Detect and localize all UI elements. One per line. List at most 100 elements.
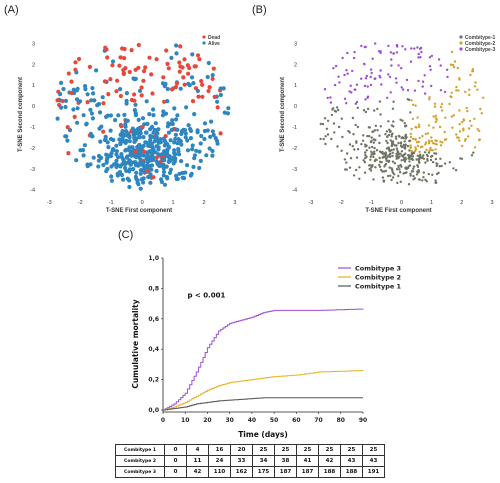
y-tick-label: 3 bbox=[32, 41, 35, 47]
point-alive bbox=[162, 143, 167, 148]
panel-c-label: (C) bbox=[118, 229, 133, 241]
point-alive bbox=[89, 134, 95, 139]
point-combitype-3 bbox=[345, 69, 348, 72]
point-alive bbox=[75, 120, 80, 125]
point-combitype-2 bbox=[416, 144, 420, 148]
risk-cell: 43 bbox=[362, 455, 385, 467]
point-alive bbox=[82, 143, 87, 148]
point-combitype-1 bbox=[364, 151, 367, 154]
point-combitype-1 bbox=[399, 180, 402, 183]
point-combitype-1 bbox=[427, 172, 430, 176]
point-combitype-2 bbox=[470, 124, 473, 128]
point-alive bbox=[116, 113, 121, 118]
point-alive bbox=[105, 113, 110, 118]
point-alive bbox=[119, 155, 124, 160]
y-tick-label: -3 bbox=[292, 167, 297, 173]
point-combitype-1 bbox=[379, 125, 382, 128]
point-alive bbox=[126, 147, 131, 152]
point-combitype-1 bbox=[372, 178, 375, 181]
point-alive bbox=[151, 147, 156, 152]
point-combitype-1 bbox=[406, 144, 410, 148]
point-combitype-1 bbox=[366, 134, 369, 138]
km-curve-combitype-3 bbox=[163, 308, 364, 411]
point-dead bbox=[212, 94, 217, 99]
point-combitype-1 bbox=[322, 137, 325, 141]
point-alive bbox=[108, 128, 113, 133]
point-combitype-1 bbox=[388, 153, 391, 156]
point-combitype-1 bbox=[392, 148, 395, 151]
point-dead bbox=[215, 105, 220, 110]
point-combitype-2 bbox=[444, 138, 448, 141]
point-dead bbox=[115, 78, 120, 83]
point-combitype-1 bbox=[389, 139, 392, 142]
point-combitype-1 bbox=[408, 160, 411, 163]
point-alive bbox=[124, 118, 129, 123]
point-combitype-1 bbox=[410, 170, 414, 173]
point-combitype-3 bbox=[420, 50, 423, 54]
point-alive bbox=[181, 127, 186, 132]
point-combitype-2 bbox=[455, 85, 458, 89]
point-dead bbox=[195, 53, 201, 58]
point-combitype-3 bbox=[419, 56, 422, 59]
point-alive bbox=[191, 164, 196, 169]
y-tick-label: 2 bbox=[294, 62, 297, 68]
point-dead bbox=[149, 72, 154, 77]
point-combitype-2 bbox=[435, 139, 438, 143]
point-alive bbox=[98, 139, 103, 144]
point-combitype-3 bbox=[345, 102, 348, 105]
point-alive bbox=[74, 158, 79, 163]
point-alive bbox=[157, 163, 162, 168]
point-combitype-3 bbox=[333, 83, 337, 87]
point-alive bbox=[149, 158, 154, 163]
point-combitype-1 bbox=[434, 157, 438, 161]
point-combitype-1 bbox=[352, 133, 355, 136]
point-alive bbox=[166, 144, 172, 149]
point-combitype-1 bbox=[351, 116, 355, 120]
point-dead bbox=[210, 76, 215, 81]
point-combitype-2 bbox=[431, 142, 435, 145]
point-alive bbox=[161, 169, 167, 174]
point-combitype-1 bbox=[378, 134, 381, 137]
point-combitype-1 bbox=[397, 156, 400, 160]
point-combitype-1 bbox=[421, 156, 424, 159]
point-combitype-3 bbox=[423, 74, 426, 77]
point-combitype-1 bbox=[371, 152, 374, 155]
point-combitype-2 bbox=[467, 135, 470, 138]
point-combitype-2 bbox=[451, 63, 455, 67]
point-alive bbox=[153, 150, 158, 155]
point-dead bbox=[165, 61, 170, 66]
km-curve-combitype-2 bbox=[163, 370, 364, 411]
point-combitype-1 bbox=[404, 133, 408, 137]
risk-cell: 38 bbox=[274, 455, 297, 467]
x-tick-label: 2 bbox=[202, 200, 205, 206]
point-alive bbox=[137, 135, 142, 140]
point-combitype-3 bbox=[417, 79, 420, 83]
point-combitype-1 bbox=[404, 125, 407, 128]
point-combitype-2 bbox=[469, 73, 472, 77]
point-combitype-1 bbox=[390, 144, 393, 148]
point-dead bbox=[114, 89, 119, 94]
point-dead bbox=[127, 69, 132, 75]
point-alive bbox=[133, 113, 138, 118]
point-combitype-2 bbox=[415, 141, 419, 144]
point-alive bbox=[141, 180, 146, 185]
legend-label: Combitype-2 bbox=[465, 41, 496, 47]
point-combitype-3 bbox=[401, 45, 404, 48]
point-dead bbox=[218, 131, 223, 136]
point-alive bbox=[109, 178, 114, 183]
point-combitype-2 bbox=[462, 119, 466, 122]
y-tick-label: 0 bbox=[294, 104, 297, 110]
x-tick-label: 10 bbox=[181, 417, 189, 424]
point-combitype-2 bbox=[443, 130, 446, 134]
point-combitype-2 bbox=[478, 129, 481, 133]
point-combitype-3 bbox=[369, 68, 373, 71]
point-combitype-1 bbox=[443, 162, 447, 165]
point-alive bbox=[183, 131, 188, 136]
point-alive bbox=[172, 140, 177, 145]
point-combitype-2 bbox=[476, 128, 479, 131]
point-combitype-1 bbox=[387, 174, 390, 178]
point-combitype-1 bbox=[391, 141, 394, 144]
point-dead bbox=[132, 92, 137, 97]
point-combitype-1 bbox=[399, 152, 402, 155]
y-tick-label: 3 bbox=[294, 41, 297, 47]
